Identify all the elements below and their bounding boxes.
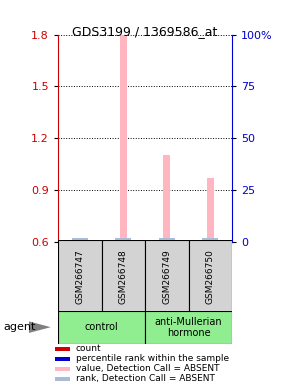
- Text: GSM266749: GSM266749: [162, 249, 171, 304]
- Bar: [55, 357, 70, 361]
- Text: control: control: [85, 322, 118, 333]
- Text: value, Detection Call = ABSENT: value, Detection Call = ABSENT: [76, 364, 220, 373]
- Bar: [115, 238, 131, 242]
- Bar: [164, 155, 170, 242]
- Bar: [202, 238, 218, 242]
- Bar: [55, 367, 70, 371]
- Text: GSM266748: GSM266748: [119, 249, 128, 304]
- Bar: [102, 240, 145, 313]
- Bar: [188, 240, 232, 313]
- Text: count: count: [76, 344, 102, 353]
- Bar: [145, 311, 232, 344]
- Text: GDS3199 / 1369586_at: GDS3199 / 1369586_at: [72, 25, 218, 38]
- Bar: [207, 178, 213, 242]
- Text: GSM266747: GSM266747: [75, 249, 84, 304]
- Bar: [58, 311, 145, 344]
- Bar: [77, 238, 83, 242]
- Text: percentile rank within the sample: percentile rank within the sample: [76, 354, 229, 363]
- Bar: [55, 377, 70, 381]
- Bar: [72, 238, 88, 242]
- Text: agent: agent: [3, 322, 35, 332]
- Polygon shape: [29, 321, 51, 333]
- Bar: [159, 238, 175, 242]
- Bar: [58, 240, 102, 313]
- Text: rank, Detection Call = ABSENT: rank, Detection Call = ABSENT: [76, 374, 215, 384]
- Bar: [55, 346, 70, 351]
- Bar: [120, 35, 126, 242]
- Text: anti-Mullerian
hormone: anti-Mullerian hormone: [155, 316, 222, 338]
- Bar: [145, 240, 188, 313]
- Text: GSM266750: GSM266750: [206, 249, 215, 304]
